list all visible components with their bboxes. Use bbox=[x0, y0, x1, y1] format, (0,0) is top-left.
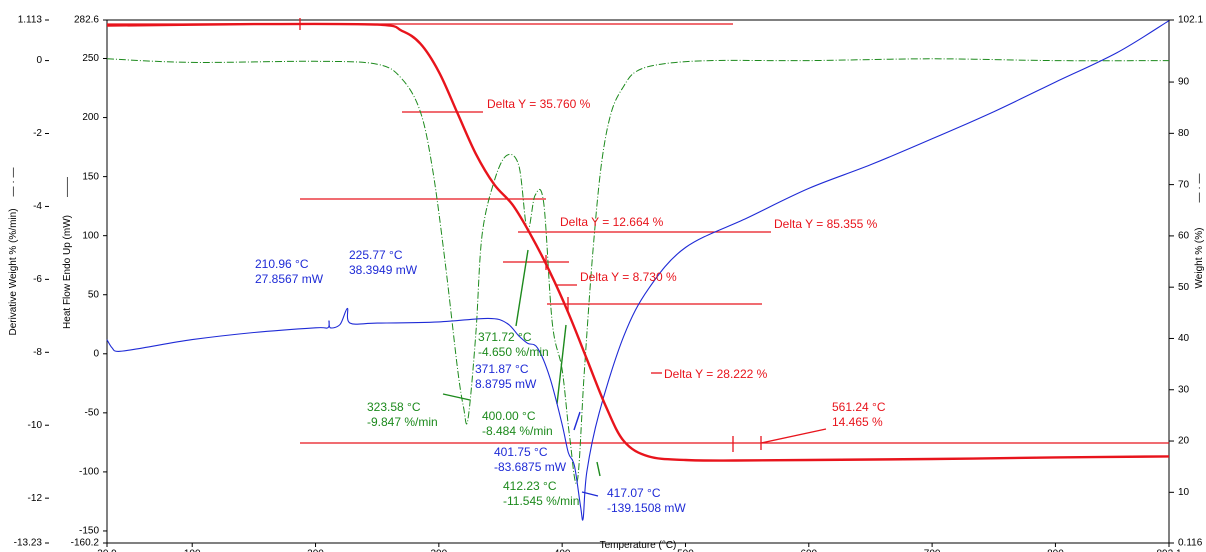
derivative-peak-value: -9.847 %/min bbox=[367, 415, 438, 429]
heatflow-tick-label: -150 bbox=[79, 526, 99, 537]
delta-y-annotation: Delta Y = 35.760 % bbox=[487, 97, 591, 111]
peak-value-annotation: -83.6875 mW bbox=[494, 460, 567, 474]
weight-tick-label: 20 bbox=[1178, 436, 1190, 447]
peak-value-annotation: -139.1508 mW bbox=[607, 501, 686, 515]
marker-leader bbox=[515, 249, 529, 327]
derivative-peak-value: -4.650 %/min bbox=[478, 345, 549, 359]
derivative-peak-value: -11.545 %/min bbox=[503, 494, 579, 508]
x-tick-label: 892.1 bbox=[1156, 548, 1181, 552]
heatflow-axis-ticks: 282.6 250 200 150 100 50 0 -50 -100 -150-160.2 bbox=[71, 15, 107, 549]
derivative-tick-label: -2 bbox=[33, 128, 42, 139]
weight-axis-ticks: 102.1 90 80 70 60 50 40 30 20 10 0.116 bbox=[1169, 15, 1203, 549]
weight-tick-label: 0.116 bbox=[1178, 538, 1203, 549]
peak-temperature-annotation: 371.87 °C bbox=[475, 362, 529, 376]
weight-tick-label: 50 bbox=[1178, 282, 1190, 293]
derivative-tick-label: -13.23 bbox=[14, 538, 43, 549]
x-tick-label: 400 bbox=[554, 548, 571, 552]
derivative-axis-label: Derivative Weight % (%/min) bbox=[8, 208, 19, 335]
marker-leader bbox=[573, 411, 581, 431]
derivative-tick-label: 1.113 bbox=[18, 15, 43, 26]
peak-value-annotation: 8.8795 mW bbox=[475, 377, 537, 391]
delta-y-annotation: Delta Y = 8.730 % bbox=[580, 270, 677, 284]
residue-temperature-annotation: 561.24 °C bbox=[832, 400, 886, 414]
x-tick-label: 100 bbox=[184, 548, 201, 552]
weight-tick-label: 40 bbox=[1178, 333, 1190, 344]
heatflow-tick-label: 282.6 bbox=[74, 15, 99, 26]
residue-weight-annotation: 14.465 % bbox=[832, 415, 883, 429]
weight-tick-label: 80 bbox=[1178, 128, 1190, 139]
weight-percent-series bbox=[106, 22, 1170, 462]
delta-y-annotation: Delta Y = 85.355 % bbox=[774, 217, 878, 231]
weight-tick-label: 60 bbox=[1178, 231, 1190, 242]
peak-temperature-annotation: 210.96 °C bbox=[255, 257, 309, 271]
peak-temperature-annotation: 401.75 °C bbox=[494, 445, 548, 459]
derivative-peak-temperature: 412.23 °C bbox=[503, 479, 557, 493]
derivative-legend-symbol: — · — bbox=[8, 168, 19, 197]
heatflow-tick-label: 150 bbox=[82, 171, 99, 182]
x-axis-label: Temperature (°C) bbox=[600, 540, 677, 551]
delta-y-annotation: Delta Y = 28.222 % bbox=[664, 367, 768, 381]
heatflow-axis-label: Heat Flow Endo Up (mW) bbox=[62, 215, 73, 329]
weight-axis-label: Weight % (%) bbox=[1194, 228, 1205, 289]
plot-area bbox=[106, 19, 1170, 544]
delta-y-annotation: Delta Y = 12.664 % bbox=[560, 215, 664, 229]
weight-tick-label: 70 bbox=[1178, 179, 1190, 190]
heatflow-tick-label: 50 bbox=[88, 289, 100, 300]
x-tick-label: 800 bbox=[1047, 548, 1064, 552]
weight-tick-label: 30 bbox=[1178, 384, 1190, 395]
peak-value-annotation: 27.8567 mW bbox=[255, 272, 324, 286]
derivative-peak-temperature: 371.72 °C bbox=[478, 330, 532, 344]
x-tick-label: 700 bbox=[924, 548, 941, 552]
heatflow-tick-label: 100 bbox=[82, 230, 99, 241]
derivative-peak-temperature: 323.58 °C bbox=[367, 400, 421, 414]
derivative-tick-label: -8 bbox=[33, 347, 42, 358]
heatflow-tick-label: -160.2 bbox=[71, 538, 100, 549]
weight-tick-label: 90 bbox=[1178, 77, 1190, 88]
weight-tick-label: 102.1 bbox=[1178, 15, 1203, 26]
heatflow-tick-label: -50 bbox=[85, 407, 100, 418]
x-tick-label: 600 bbox=[800, 548, 817, 552]
x-axis-ticks: 30.9 100 200 300 400 500 600 700 800 892.1 bbox=[97, 543, 1182, 552]
x-tick-label: 300 bbox=[431, 548, 448, 552]
peak-temperature-annotation: 225.77 °C bbox=[349, 248, 403, 262]
marker-leader bbox=[442, 393, 471, 401]
weight-tick-label: 10 bbox=[1178, 487, 1190, 498]
marker-leader bbox=[596, 461, 601, 477]
derivative-tick-label: -4 bbox=[33, 201, 42, 212]
heat-flow-series bbox=[106, 20, 1170, 521]
x-tick-label: 30.9 bbox=[97, 548, 117, 552]
x-tick-label: 200 bbox=[307, 548, 324, 552]
heatflow-tick-label: 250 bbox=[82, 53, 99, 64]
derivative-weight-series bbox=[106, 58, 1170, 485]
heatflow-tick-label: 0 bbox=[93, 348, 99, 359]
peak-value-annotation: 38.3949 mW bbox=[349, 263, 418, 277]
x-tick-label: 500 bbox=[677, 548, 694, 552]
derivative-axis-ticks: 1.113 0 -2 -4 -6 -8 -10 -12 -13.23 bbox=[14, 15, 49, 549]
peak-temperature-annotation: 417.07 °C bbox=[607, 486, 661, 500]
derivative-tick-label: -6 bbox=[33, 274, 42, 285]
heatflow-tick-label: -100 bbox=[79, 467, 99, 478]
derivative-peak-value: -8.484 %/min bbox=[482, 424, 553, 438]
marker-leader bbox=[760, 428, 827, 444]
heatflow-legend-symbol: —— bbox=[62, 177, 73, 197]
derivative-tick-label: 0 bbox=[36, 55, 42, 66]
heatflow-tick-label: 200 bbox=[82, 112, 99, 123]
derivative-tick-label: -10 bbox=[28, 420, 43, 431]
derivative-tick-label: -12 bbox=[28, 493, 43, 504]
weight-legend-symbol: — · — bbox=[1194, 174, 1205, 203]
derivative-peak-temperature: 400.00 °C bbox=[482, 409, 536, 423]
